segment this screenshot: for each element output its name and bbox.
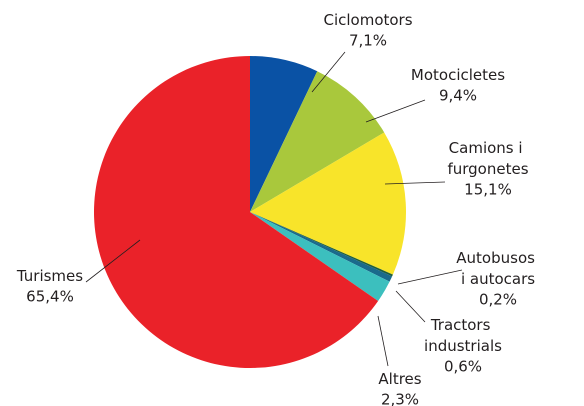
pie-slice bbox=[250, 56, 318, 212]
slice-label: Camions i furgonetes bbox=[447, 139, 528, 178]
slice-label: Ciclomotors bbox=[323, 11, 412, 29]
pie-slice bbox=[250, 132, 407, 275]
pie-slice bbox=[250, 71, 385, 212]
slice-value-label: 0,2% bbox=[479, 291, 517, 309]
pie-slice bbox=[250, 212, 390, 302]
pie-slice bbox=[250, 212, 393, 277]
pie-slice bbox=[250, 212, 393, 282]
leader-line bbox=[85, 239, 141, 283]
slice-label: Turismes bbox=[16, 267, 83, 285]
slice-value-label: 0,6% bbox=[444, 358, 482, 376]
slice-label: Altres bbox=[378, 370, 421, 388]
slice-value-label: 15,1% bbox=[464, 181, 512, 199]
pie-slice bbox=[94, 56, 379, 368]
leader-line bbox=[384, 181, 446, 185]
slice-label: Tractors industrials bbox=[424, 316, 502, 355]
leader-line bbox=[395, 290, 426, 323]
slice-value-label: 9,4% bbox=[439, 87, 477, 105]
slice-value-label: 7,1% bbox=[349, 32, 387, 50]
slice-label: Motocicletes bbox=[411, 66, 505, 84]
leader-line bbox=[365, 99, 426, 123]
leader-line bbox=[311, 51, 346, 93]
slice-value-label: 65,4% bbox=[26, 288, 74, 306]
leader-line bbox=[377, 315, 389, 367]
leader-line bbox=[397, 269, 463, 285]
slice-value-label: 2,3% bbox=[381, 391, 419, 406]
slice-label: Autobusos i autocars bbox=[456, 249, 539, 288]
